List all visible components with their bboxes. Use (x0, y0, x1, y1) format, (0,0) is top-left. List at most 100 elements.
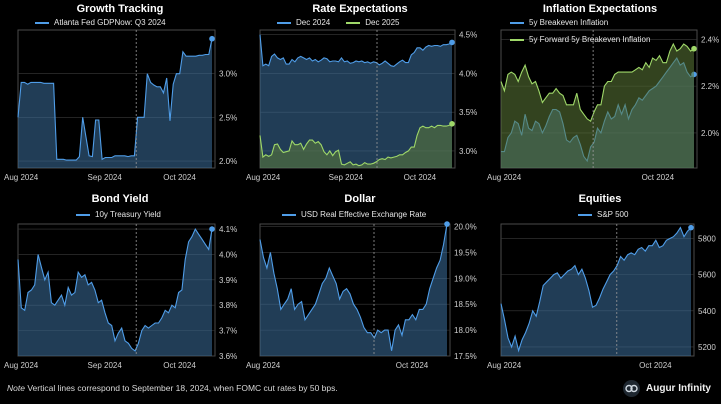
x-tick-label: Aug 2024 (4, 173, 39, 182)
y-tick-label: 3.0% (219, 70, 237, 79)
series-line (500, 42, 695, 123)
y-tick-label: 3.9% (219, 276, 237, 285)
legend-label: S&P 500 (597, 210, 629, 219)
y-tick-label: 3.7% (219, 327, 237, 336)
augur-logo-icon (623, 380, 640, 397)
y-tick-label: 4.5% (459, 31, 477, 40)
x-tick-label: Oct 2024 (396, 361, 429, 370)
y-tick-label: 5400 (698, 307, 716, 316)
chart-panel-equities: Equities 5200 5400 5600 5800 Aug 2024 Oct 202… (480, 190, 721, 376)
brand-name: Augur Infinity (646, 383, 711, 394)
y-tick-label: 2.2% (701, 82, 719, 91)
legend-item: 10y Treasury Yield (76, 209, 161, 220)
y-tick-label: 17.5% (454, 352, 477, 361)
x-tick-label: Oct 2024 (639, 361, 672, 370)
legend-item: 5y Breakeven Inflation (510, 17, 650, 28)
y-tick-label: 3.8% (219, 301, 237, 310)
y-tick-label: 19.5% (454, 248, 477, 257)
y-tick-label: 3.5% (459, 108, 477, 117)
chart-plot: 2.0% 2.2% 2.4% Aug 2024 Oct 2024 (487, 29, 719, 182)
x-tick-label: Oct 2024 (163, 173, 196, 182)
chart-title: Equities (578, 193, 622, 205)
x-tick-label: Aug 2024 (487, 361, 522, 370)
legend-label: USD Real Effective Exchange Rate (301, 210, 427, 219)
y-tick-label: 2.4% (701, 35, 719, 44)
series-line (17, 227, 213, 352)
x-tick-label: Oct 2024 (163, 361, 196, 370)
chart-plot: 3.6% 3.7% 3.8% 3.9% 4.0% 4.1% Aug 2024 Sep 2024… (4, 223, 237, 370)
series-area (260, 123, 452, 168)
legend-item: Dec 2025 (346, 17, 400, 28)
x-tick-label: Aug 2024 (246, 361, 281, 370)
chart-plot: 3.0% 3.5% 4.0% 4.5% Aug 2024 Sep 2024 Oct 2024 (246, 29, 477, 182)
series-area (260, 34, 452, 169)
chart-title: Inflation Expectations (542, 3, 658, 15)
chart-panel-bond-yield: Bond Yield 3.6% 3.7% 3.8% 3.9% 4.0% 4.1% Aug 2… (0, 190, 240, 376)
y-tick-label: 4.1% (219, 225, 237, 234)
y-tick-label: 5200 (698, 343, 716, 352)
legend-label: Dec 2024 (296, 18, 331, 27)
x-tick-label: Aug 2024 (4, 361, 39, 370)
legend-label: 5y Forward 5y Breakeven Inflation (529, 35, 651, 44)
y-tick-label: 18.5% (454, 300, 477, 309)
legend-swatch (510, 38, 524, 41)
chart-title: Rate Expectations (312, 3, 408, 15)
chart-legend: USD Real Effective Exchange Rate (282, 209, 426, 220)
series-area (18, 38, 212, 169)
legend-label: 5y Breakeven Inflation (529, 18, 609, 27)
legend-swatch (76, 213, 90, 216)
chart-legend: 5y Breakeven Inflation 5y Forward 5y Bre… (510, 17, 650, 45)
series-line (259, 34, 453, 67)
legend-item: USD Real Effective Exchange Rate (282, 209, 426, 220)
legend-item: S&P 500 (578, 209, 628, 220)
legend-swatch (277, 21, 291, 24)
series-area (501, 227, 691, 356)
series-endpoint (691, 45, 697, 52)
chart-title: Growth Tracking (76, 3, 164, 15)
augur-logo-glyph (625, 384, 638, 393)
y-tick-label: 3.0% (459, 147, 477, 156)
legend-swatch (578, 213, 592, 216)
series-area (18, 229, 212, 356)
footnote-text: Vertical lines correspond to September 1… (24, 383, 338, 393)
chart-panel-inflation-expectations: Inflation Expectations 2.0% 2.2% 2.4% Aug 2… (480, 0, 721, 190)
y-tick-label: 20.0% (454, 223, 477, 232)
series-area (260, 224, 447, 356)
x-tick-label: Sep 2024 (88, 173, 123, 182)
legend-swatch (282, 213, 296, 216)
chart-legend: Dec 2024 Dec 2025 (277, 17, 400, 28)
series-endpoint (444, 221, 450, 227)
y-tick-label: 4.0% (459, 69, 477, 78)
chart-title: Dollar (344, 193, 376, 205)
series-endpoint (688, 224, 694, 231)
series-line (259, 223, 448, 351)
series-line (259, 123, 453, 167)
x-tick-label: Sep 2024 (329, 173, 364, 182)
chart-plot: 2.0% 2.5% 3.0% Aug 2024 Sep 2024 Oct 2024 (4, 29, 237, 182)
chart-panel-dollar: Dollar 17.5% 18.0% 18.5% 19.0% 19.5% 20.0% Aug… (240, 190, 480, 376)
x-tick-label: Aug 2024 (246, 173, 281, 182)
brand: Augur Infinity (623, 380, 711, 397)
legend-item: Dec 2024 (277, 17, 330, 28)
legend-swatch (510, 21, 524, 24)
y-tick-label: 2.5% (219, 113, 237, 122)
footnote-lead: Note (7, 383, 25, 393)
y-tick-label: 4.0% (219, 250, 237, 259)
legend-swatch (35, 21, 49, 24)
chart-plot: 5200 5400 5600 5800 Aug 2024 Oct 2024 (487, 223, 716, 370)
chart-legend: 10y Treasury Yield (76, 209, 161, 220)
chart-panel-growth-tracking: Growth Tracking 2.0% 2.5% 3.0% Aug 2024 Sep … (0, 0, 240, 190)
legend-item: 5y Forward 5y Breakeven Inflation (510, 34, 650, 45)
series-endpoint (449, 121, 455, 127)
legend-label: Atlanta Fed GDPNow: Q3 2024 (54, 18, 166, 27)
y-tick-label: 18.0% (454, 326, 477, 335)
chart-legend: Atlanta Fed GDPNow: Q3 2024 (35, 17, 166, 28)
footnote: Note Vertical lines correspond to Septem… (7, 383, 338, 393)
series-endpoint (209, 226, 215, 232)
x-tick-label: Sep 2024 (88, 361, 123, 370)
x-tick-label: Oct 2024 (642, 173, 675, 182)
series-endpoint (449, 39, 455, 46)
chart-legend: S&P 500 (578, 209, 628, 220)
chart-plot: 17.5% 18.0% 18.5% 19.0% 19.5% 20.0% Aug 2024 Oc… (246, 221, 477, 370)
x-tick-label: Oct 2024 (404, 173, 437, 182)
